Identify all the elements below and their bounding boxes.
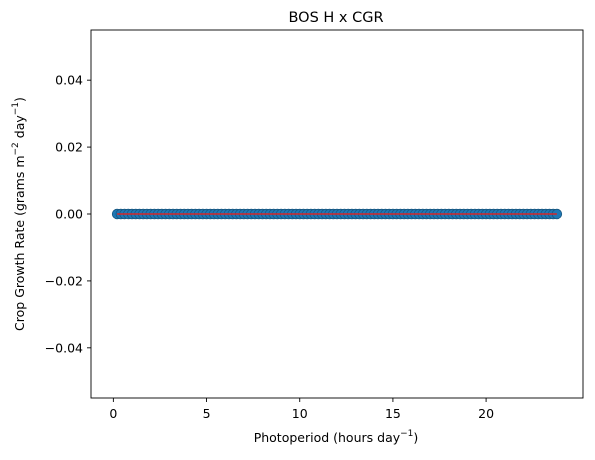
y-axis-label-text2: day — [12, 115, 27, 143]
x-axis-label: Photoperiod (hours day−1) — [254, 429, 419, 445]
plot-marks — [111, 208, 563, 220]
y-axis-label-text1: Crop Growth Rate (grams m — [12, 155, 27, 330]
x-axis-label-text: Photoperiod (hours day — [254, 430, 401, 445]
x-tick-label: 15 — [385, 406, 401, 421]
y-tick-label: 0.04 — [55, 73, 83, 88]
y-axis-label-sup2: −1 — [11, 102, 21, 115]
x-tick-label: 5 — [203, 406, 211, 421]
y-tick-label: 0.00 — [55, 207, 83, 222]
x-tick-label: 20 — [478, 406, 494, 421]
y-axis-ticks: 0.04 0.02 0.00 −0.02 −0.04 — [45, 73, 91, 355]
y-axis-label: Crop Growth Rate (grams m−2 day−1) — [11, 97, 27, 331]
x-axis-ticks: 0 5 10 15 20 — [109, 398, 494, 421]
y-axis-label-close: ) — [12, 97, 27, 102]
x-tick-label: 10 — [292, 406, 308, 421]
x-axis-label-close: ) — [413, 430, 418, 445]
x-tick-label: 0 — [109, 406, 117, 421]
x-axis-label-sup: −1 — [400, 429, 413, 439]
chart-title: BOS H x CGR — [288, 10, 383, 26]
y-tick-label: 0.02 — [55, 140, 83, 155]
y-axis-label-sup1: −2 — [11, 142, 21, 155]
y-tick-label: −0.04 — [45, 340, 83, 355]
y-tick-label: −0.02 — [45, 273, 83, 288]
